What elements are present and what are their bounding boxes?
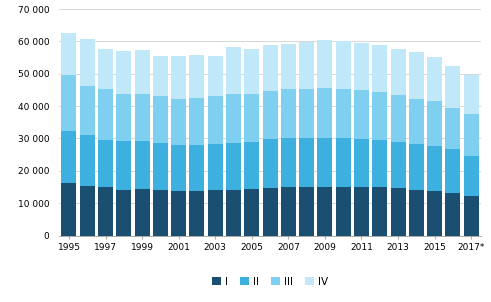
Bar	[354, 187, 369, 236]
Bar	[98, 49, 113, 89]
Bar	[80, 86, 95, 135]
Bar	[98, 187, 113, 236]
Bar	[208, 96, 223, 144]
Bar	[317, 187, 332, 236]
Bar	[390, 188, 406, 236]
Bar	[317, 88, 332, 138]
Bar	[135, 141, 150, 189]
Bar	[427, 57, 442, 101]
Bar	[245, 49, 259, 94]
Bar	[464, 156, 479, 196]
Bar	[116, 51, 131, 94]
Bar	[445, 66, 461, 108]
Bar	[299, 89, 314, 138]
Bar	[61, 75, 77, 131]
Bar	[299, 42, 314, 89]
Bar	[171, 99, 186, 145]
Bar	[171, 191, 186, 236]
Bar	[208, 190, 223, 236]
Bar	[299, 187, 314, 236]
Bar	[153, 96, 168, 143]
Bar	[336, 138, 351, 187]
Bar	[354, 139, 369, 187]
Bar	[80, 186, 95, 236]
Bar	[80, 40, 95, 86]
Bar	[153, 56, 168, 96]
Bar	[464, 196, 479, 236]
Bar	[190, 191, 204, 236]
Bar	[445, 193, 461, 236]
Bar	[336, 89, 351, 138]
Bar	[427, 191, 442, 236]
Bar	[171, 145, 186, 191]
Bar	[153, 143, 168, 190]
Bar	[372, 187, 387, 236]
Bar	[61, 183, 77, 236]
Bar	[372, 45, 387, 92]
Bar	[135, 50, 150, 94]
Bar	[116, 190, 131, 236]
Bar	[153, 190, 168, 236]
Bar	[390, 142, 406, 188]
Bar	[263, 188, 277, 236]
Bar	[336, 41, 351, 89]
Bar	[61, 131, 77, 183]
Bar	[281, 139, 296, 187]
Bar	[317, 40, 332, 88]
Bar	[226, 143, 241, 190]
Bar	[245, 189, 259, 236]
Bar	[190, 145, 204, 191]
Bar	[409, 190, 424, 236]
Legend: I, II, III, IV: I, II, III, IV	[208, 272, 332, 291]
Bar	[409, 144, 424, 190]
Bar	[281, 187, 296, 236]
Bar	[409, 99, 424, 144]
Bar	[390, 95, 406, 142]
Bar	[116, 94, 131, 141]
Bar	[427, 101, 442, 146]
Bar	[190, 98, 204, 145]
Bar	[61, 33, 77, 75]
Bar	[171, 56, 186, 99]
Bar	[208, 56, 223, 96]
Bar	[336, 187, 351, 236]
Bar	[464, 114, 479, 156]
Bar	[445, 149, 461, 193]
Bar	[354, 43, 369, 90]
Bar	[98, 140, 113, 187]
Bar	[464, 76, 479, 114]
Bar	[281, 44, 296, 89]
Bar	[208, 144, 223, 190]
Bar	[372, 140, 387, 187]
Bar	[354, 90, 369, 139]
Bar	[226, 95, 241, 143]
Bar	[80, 135, 95, 186]
Bar	[299, 138, 314, 187]
Bar	[116, 141, 131, 190]
Bar	[190, 55, 204, 98]
Bar	[245, 94, 259, 142]
Bar	[135, 189, 150, 236]
Bar	[98, 89, 113, 140]
Bar	[226, 47, 241, 95]
Bar	[427, 146, 442, 191]
Bar	[372, 92, 387, 140]
Bar	[226, 190, 241, 236]
Bar	[263, 45, 277, 91]
Bar	[281, 89, 296, 139]
Bar	[135, 94, 150, 141]
Bar	[445, 108, 461, 149]
Bar	[263, 91, 277, 139]
Bar	[317, 138, 332, 187]
Bar	[409, 53, 424, 99]
Bar	[263, 139, 277, 188]
Bar	[390, 49, 406, 95]
Bar	[245, 142, 259, 189]
